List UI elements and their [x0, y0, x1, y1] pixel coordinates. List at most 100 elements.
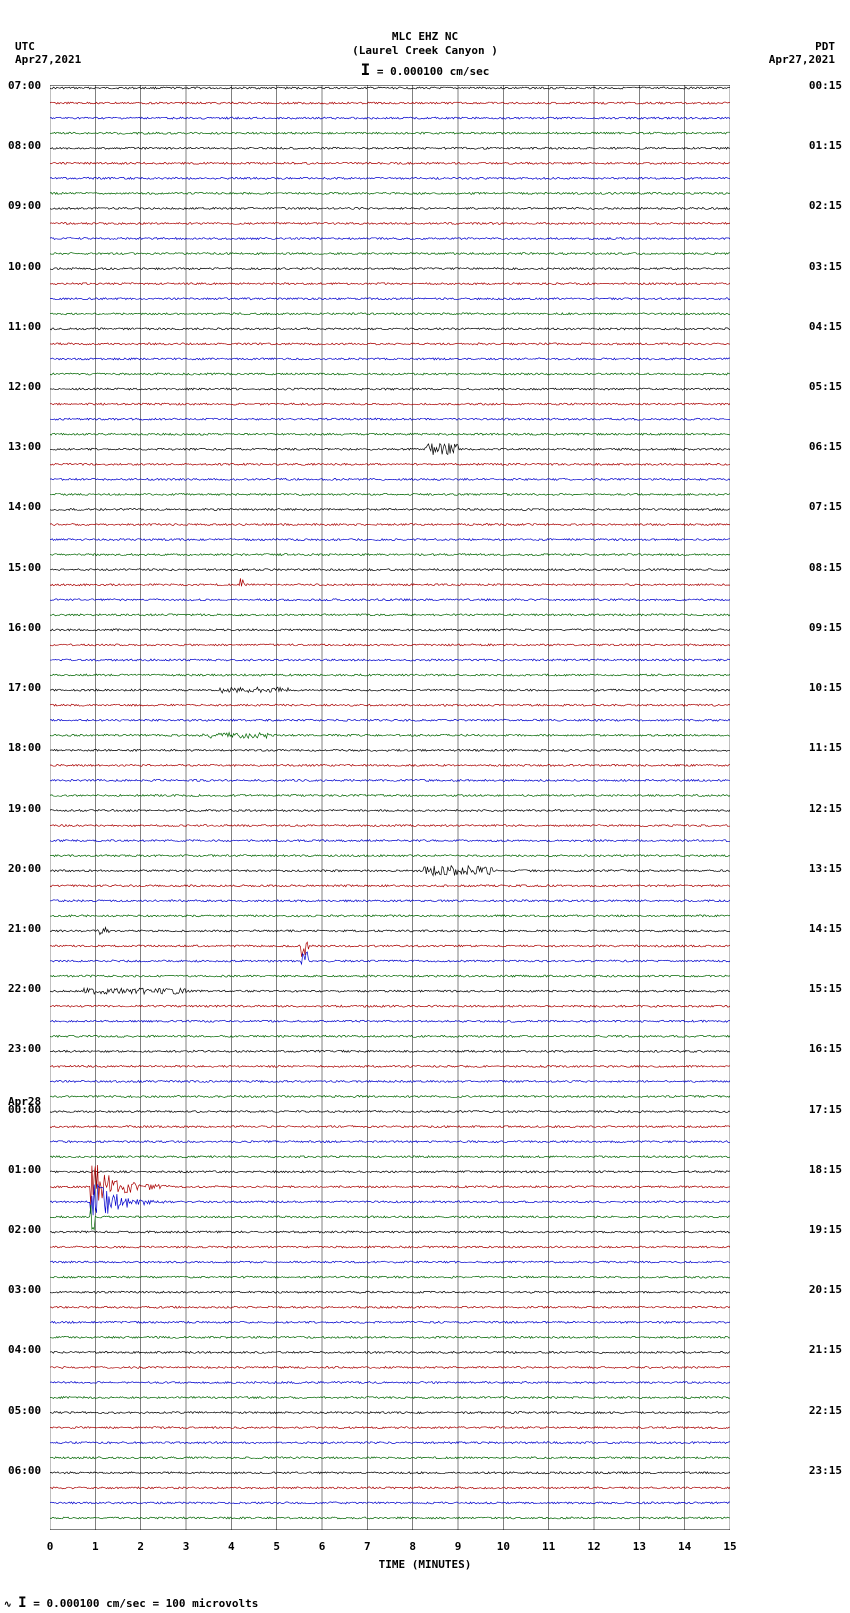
x-axis-label: TIME (MINUTES)	[0, 1558, 850, 1571]
seismic-trace	[50, 900, 730, 902]
x-tick: 12	[587, 1540, 600, 1553]
x-tick: 5	[273, 1540, 280, 1553]
time-label: 08:15	[809, 561, 842, 574]
seismic-trace	[50, 1291, 730, 1293]
seismic-trace	[50, 825, 730, 827]
time-label: 09:00	[8, 199, 41, 212]
seismic-trace	[50, 952, 730, 964]
seismic-trace	[50, 569, 730, 571]
seismic-trace	[50, 493, 730, 495]
seismic-trace	[50, 117, 730, 119]
seismic-trace	[50, 403, 730, 405]
seismic-trace	[50, 1080, 730, 1082]
x-tick: 0	[47, 1540, 54, 1553]
x-tick: 3	[183, 1540, 190, 1553]
x-tick: 13	[633, 1540, 646, 1553]
seismic-trace	[50, 1321, 730, 1323]
time-label: 23:00	[8, 1042, 41, 1055]
seismic-trace	[50, 298, 730, 300]
seismic-trace	[50, 866, 730, 876]
time-label: 11:00	[8, 320, 41, 333]
seismic-trace	[50, 1427, 730, 1429]
seismic-trace	[50, 687, 730, 693]
seismic-trace	[50, 177, 730, 179]
x-tick: 7	[364, 1540, 371, 1553]
time-label: 14:00	[8, 500, 41, 513]
time-label: 04:00	[8, 1343, 41, 1356]
time-label: 00:00	[8, 1103, 41, 1116]
seismic-trace	[50, 1472, 730, 1474]
seismic-trace	[50, 1096, 730, 1098]
x-tick: 11	[542, 1540, 555, 1553]
location-title: (Laurel Creek Canyon )	[0, 44, 850, 57]
time-label: 03:00	[8, 1283, 41, 1296]
time-label: 07:15	[809, 500, 842, 513]
seismic-trace	[50, 674, 730, 676]
seismic-trace	[50, 509, 730, 511]
time-label: 16:00	[8, 621, 41, 634]
station-title: MLC EHZ NC	[0, 30, 850, 43]
time-label: 08:00	[8, 139, 41, 152]
seismic-trace	[50, 1156, 730, 1158]
time-label: 00:15	[809, 79, 842, 92]
seismic-trace	[50, 554, 730, 556]
time-label: 06:15	[809, 440, 842, 453]
time-label: 16:15	[809, 1042, 842, 1055]
seismic-trace	[50, 192, 730, 194]
right-date: Apr27,2021	[769, 53, 835, 66]
seismic-trace	[50, 102, 730, 104]
seismic-trace	[50, 733, 730, 739]
right-timezone-block: PDT Apr27,2021	[769, 40, 835, 66]
seismic-trace	[50, 1141, 730, 1143]
time-label: 20:15	[809, 1283, 842, 1296]
seismic-trace	[50, 644, 730, 646]
seismic-trace	[50, 1412, 730, 1414]
time-label: 18:00	[8, 741, 41, 754]
seismic-trace	[50, 358, 730, 360]
seismic-trace	[50, 147, 730, 149]
left-tz: UTC	[15, 40, 81, 53]
scale-text: = 0.000100 cm/sec	[377, 65, 490, 78]
seismic-trace	[50, 433, 730, 435]
seismic-trace	[50, 1397, 730, 1399]
seismic-trace	[50, 1261, 730, 1263]
seismic-trace	[50, 749, 730, 751]
footer-text: = 0.000100 cm/sec = 100 microvolts	[33, 1597, 258, 1610]
seismic-trace	[50, 313, 730, 315]
time-label: 23:15	[809, 1464, 842, 1477]
right-tz: PDT	[769, 40, 835, 53]
time-label: 15:00	[8, 561, 41, 574]
seismogram-plot	[50, 85, 730, 1530]
left-timezone-block: UTC Apr27,2021	[15, 40, 81, 66]
time-label: 05:00	[8, 1404, 41, 1417]
seismic-trace	[50, 1020, 730, 1022]
scale-indicator: I = 0.000100 cm/sec	[0, 60, 850, 79]
seismic-trace	[50, 1502, 730, 1504]
seismic-trace	[50, 328, 730, 330]
seismic-trace	[50, 578, 730, 586]
seismic-trace	[50, 443, 730, 455]
time-label: 04:15	[809, 320, 842, 333]
seismic-trace	[50, 1351, 730, 1353]
seismic-trace	[50, 162, 730, 164]
left-date: Apr27,2021	[15, 53, 81, 66]
seismic-trace	[50, 1231, 730, 1233]
time-label: 11:15	[809, 741, 842, 754]
seismic-trace	[50, 238, 730, 240]
time-label: 10:15	[809, 681, 842, 694]
time-label: 14:15	[809, 922, 842, 935]
seismic-trace	[50, 87, 730, 89]
seismic-trace	[50, 1171, 730, 1173]
x-tick: 10	[497, 1540, 510, 1553]
seismic-trace	[50, 1517, 730, 1519]
seismogram-container: MLC EHZ NC (Laurel Creek Canyon ) I = 0.…	[0, 0, 850, 1613]
seismic-trace	[50, 1457, 730, 1459]
seismic-trace	[50, 1276, 730, 1278]
seismic-trace	[50, 463, 730, 465]
time-label: 13:15	[809, 862, 842, 875]
x-tick: 15	[723, 1540, 736, 1553]
time-label: 17:00	[8, 681, 41, 694]
seismic-trace	[50, 779, 730, 781]
left-time-axis: 07:0008:0009:0010:0011:0012:0013:0014:00…	[8, 85, 48, 1530]
seismic-trace	[50, 719, 730, 721]
